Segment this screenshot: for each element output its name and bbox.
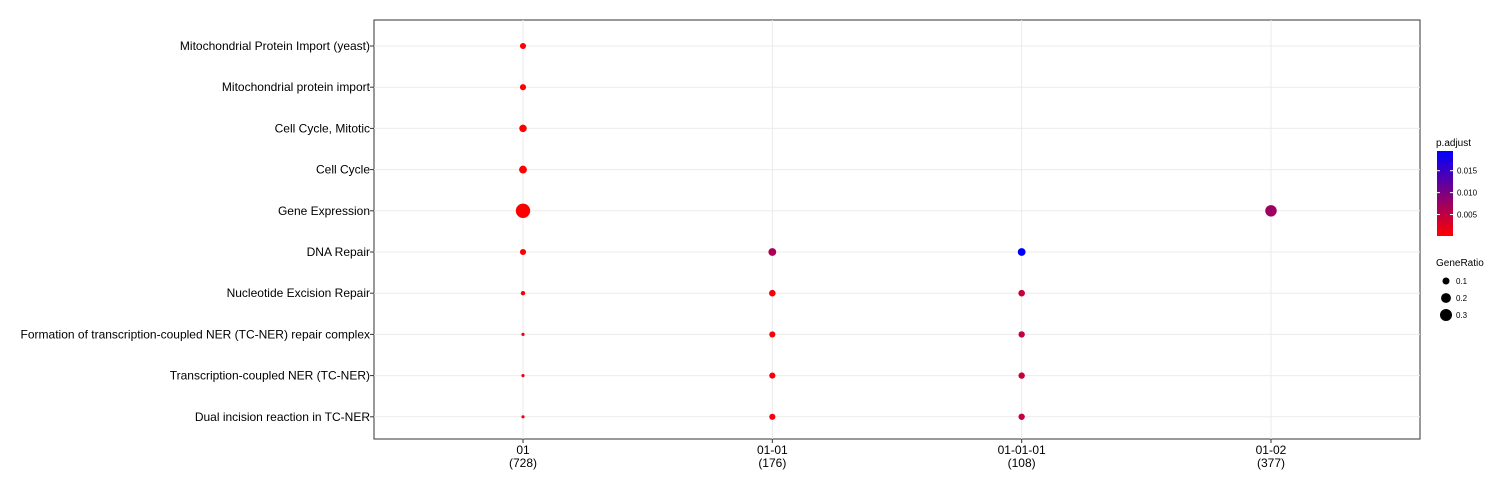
y-tick-label-dual-incision-reaction-in-tc-ner: Dual incision reaction in TC-NER (195, 410, 371, 424)
point-01-01-01-formation-of-transcription-coupled-ner-tc-ner-repair-complex (1018, 331, 1025, 338)
point-01-02-gene-expression (1265, 205, 1277, 217)
data-points (515, 42, 1277, 420)
y-tick-label-cell-cycle-mitotic: Cell Cycle, Mitotic (275, 121, 370, 135)
point-01-gene-expression (515, 203, 531, 218)
size-legend-label-0-3: 0.3 (1456, 311, 1468, 320)
x-tick-label-01-01-01: 01-01-01 (108) (998, 443, 1046, 470)
point-01-cell-cycle (519, 165, 527, 174)
point-01-01-dna-repair (768, 248, 777, 256)
x-axis: 01 (728) 01-01 (176) 01-01-01 (108) 01-02 (377) (509, 439, 1287, 470)
size-legend-dot (1441, 293, 1451, 303)
point-01-01-nucleotide-excision-repair (769, 289, 776, 297)
size-legend: GeneRatio 0.1 0.2 0.3 (1436, 258, 1484, 322)
x-tick-label-01-01: 01-01 (176) (757, 443, 788, 470)
point-01-01-01-nucleotide-excision-repair (1018, 289, 1025, 297)
y-axis: Mitochondrial Protein Import (yeast) Mito… (21, 39, 374, 424)
y-tick-label-transcription-coupled-ner-tc-ner: Transcription-coupled NER (TC-NER) (170, 369, 370, 383)
size-legend-title: GeneRatio (1436, 258, 1484, 269)
y-tick-label-cell-cycle: Cell Cycle (316, 163, 370, 177)
color-legend-bar (1437, 151, 1453, 236)
y-tick-label-mitochondrial-protein-import: Mitochondrial protein import (222, 80, 371, 94)
y-tick-label-dna-repair: DNA Repair (307, 245, 370, 259)
color-legend: p.adjust 0.005 0.010 0.015 (1436, 138, 1478, 236)
point-01-01-01-dual-incision-reaction-in-tc-ner (1018, 413, 1025, 420)
y-tick-label-gene-expression: Gene Expression (278, 204, 370, 218)
point-01-formation-of-transcription-coupled-ner-tc-ner-repair-complex (521, 332, 525, 336)
point-01-01-01-transcription-coupled-ner-tc-ner (1018, 372, 1025, 379)
y-tick-label-nucleotide-excision-repair: Nucleotide Excision Repair (227, 286, 370, 300)
color-legend-label-0-005: 0.005 (1457, 211, 1478, 220)
point-01-dual-incision-reaction-in-tc-ner (521, 415, 525, 419)
color-legend-label-0-015: 0.015 (1457, 167, 1478, 176)
size-legend-label-0-2: 0.2 (1456, 294, 1468, 303)
point-01-dna-repair (519, 248, 527, 256)
size-legend-label-0-1: 0.1 (1456, 277, 1468, 286)
size-legend-dot (1439, 308, 1453, 322)
point-01-01-transcription-coupled-ner-tc-ner (769, 372, 776, 379)
point-01-mitochondrial-protein-import-yeast (519, 42, 527, 50)
color-legend-title: p.adjust (1436, 138, 1471, 149)
color-legend-label-0-010: 0.010 (1457, 189, 1478, 198)
point-01-nucleotide-excision-repair (520, 290, 526, 296)
y-tick-label-mitochondrial-protein-import-yeast: Mitochondrial Protein Import (yeast) (180, 39, 370, 53)
point-01-cell-cycle-mitotic (519, 124, 527, 133)
x-tick-label-01-02: 01-02 (377) (1256, 443, 1287, 470)
point-01-01-01-dna-repair (1017, 248, 1026, 256)
y-tick-label-formation-of-transcription-coupled-ner-tc-ner-repair-complex: Formation of transcription-coupled NER (… (21, 327, 370, 341)
size-legend-dot (1442, 277, 1450, 285)
point-01-01-dual-incision-reaction-in-tc-ner (769, 413, 776, 420)
x-tick-label-01: 01 (728) (509, 443, 537, 470)
point-01-mitochondrial-protein-import (519, 84, 527, 91)
point-01-01-formation-of-transcription-coupled-ner-tc-ner-repair-complex (769, 331, 776, 338)
plot-panel (373, 19, 1421, 440)
point-01-transcription-coupled-ner-tc-ner (521, 374, 525, 378)
